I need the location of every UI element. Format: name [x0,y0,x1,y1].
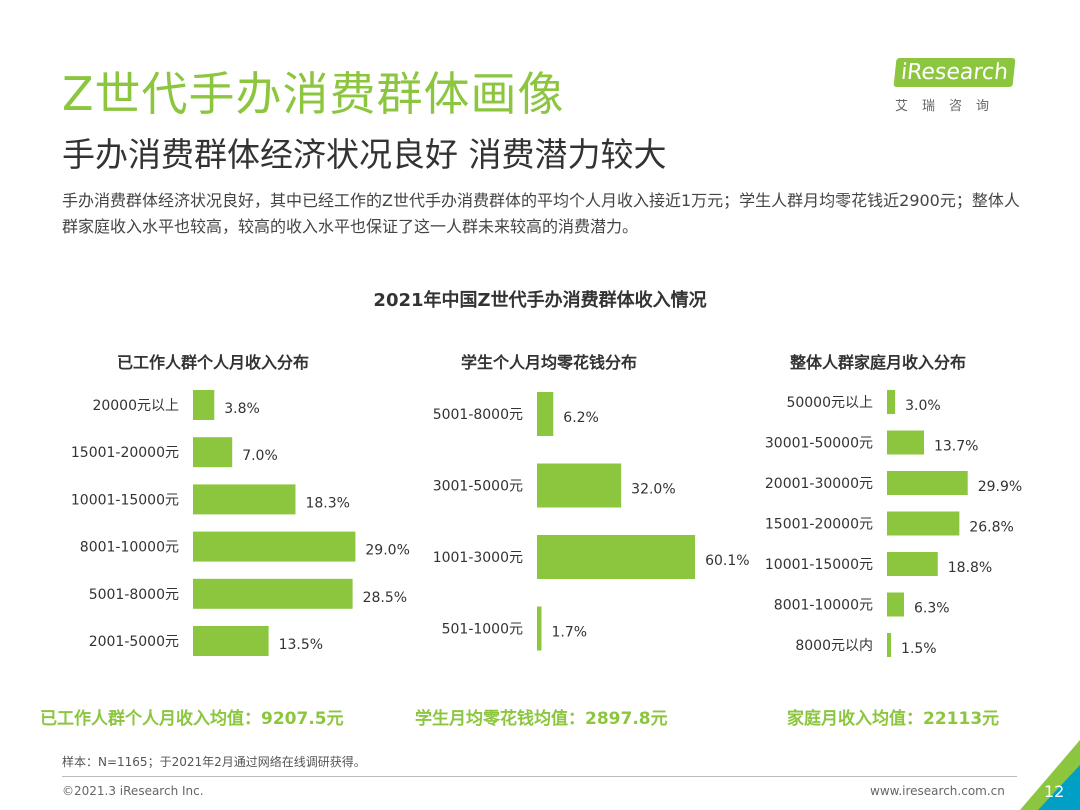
page-description: 手办消费群体经济状况良好，其中已经工作的Z世代手办消费群体的平均个人月收入接近1… [62,191,1020,236]
chart-2-bar [537,535,696,579]
chart-title: 2021年中国Z世代手办消费群体收入情况 [373,290,707,311]
chart-1-title: 已工作人群个人月收入分布 [117,353,309,372]
page-subtitle: 手办消费群体经济状况良好 消费潜力较大 [62,135,667,174]
chart-1-category-label: 10001-15000元 [71,492,179,508]
avg-family-income: 家庭月收入均值：22113元 [787,709,1000,729]
income-charts: 已工作人群个人月收入分布 20000元以上 3.8% 15001-20000元 7.0%… [71,353,1022,657]
chart-1-bar [193,390,215,420]
avg-working-income: 已工作人群个人月收入均值：9207.5元 [40,709,344,729]
chart-3-bar [887,471,968,495]
logo-brand: iResearch [893,58,1016,87]
chart-3-bar [887,633,892,657]
chart-3-category-label: 8000元以内 [795,638,873,654]
chart-1-bar [193,531,356,562]
chart-3-bar [887,430,924,455]
avg-student-allowance: 学生月均零花钱均值：2897.8元 [415,709,668,729]
copyright: ©2021.3 iResearch Inc. [62,784,204,798]
iresearch-logo: iResearch 艾瑞咨询 [893,58,1025,114]
chart-3-bar [887,390,896,414]
chart-3-value-label: 3.0% [905,398,941,414]
chart-1-category-label: 15001-20000元 [71,445,179,461]
chart-1-value-label: 13.5% [279,637,323,653]
website-url: www.iresearch.com.cn [870,784,1005,798]
chart-1-value-label: 18.3% [305,495,349,511]
page-title: Z世代手办消费群体画像 [62,67,565,121]
chart-3-value-label: 13.7% [934,439,978,455]
chart-1-bar [193,484,296,515]
chart-1-bar [193,626,269,656]
chart-3-value-label: 18.8% [948,560,992,576]
chart-3-category-label: 8001-10000元 [774,598,873,614]
chart-2-value-label: 1.7% [551,625,587,641]
chart-2-bar [537,606,542,651]
chart-3-bar [887,511,960,536]
page-number: 12 [1044,782,1065,801]
chart-3-bar [887,592,905,617]
chart-3-category-label: 15001-20000元 [765,517,873,533]
chart-2-bar [537,463,622,508]
chart-2-value-label: 32.0% [631,482,675,498]
chart-2-bar [537,392,554,436]
footer-divider [62,776,1017,777]
chart-1-value-label: 3.8% [224,401,260,417]
chart-3-title: 整体人群家庭月收入分布 [789,353,966,372]
logo-subtitle: 艾瑞咨询 [895,99,1004,114]
chart-1-value-label: 29.0% [365,543,409,559]
chart-2-category-label: 5001-8000元 [433,407,523,423]
chart-1-bar [193,437,233,468]
chart-2-category-label: 501-1000元 [442,622,523,638]
chart-3-value-label: 6.3% [914,601,950,617]
chart-1-bar [193,578,353,609]
chart-1-category-label: 5001-8000元 [89,587,179,603]
chart-3-category-label: 10001-15000元 [765,557,873,573]
chart-1-category-label: 2001-5000元 [89,634,179,650]
page-corner-decoration [1020,740,1080,810]
sample-note: 样本：N=1165；于2021年2月通过网络在线调研获得。 [62,755,366,769]
chart-2-category-label: 1001-3000元 [433,550,523,566]
chart-3-value-label: 29.9% [978,479,1022,495]
chart-3-bar [887,552,938,576]
chart-2-value-label: 60.1% [705,553,749,569]
chart-2-category-label: 3001-5000元 [433,479,523,495]
chart-1-value-label: 28.5% [363,590,407,606]
chart-1-category-label: 20000元以上 [92,398,179,414]
chart-2-value-label: 6.2% [563,410,599,426]
chart-3-value-label: 26.8% [969,520,1013,536]
chart-3-category-label: 30001-50000元 [765,436,873,452]
chart-1-value-label: 7.0% [242,448,278,464]
chart-3-value-label: 1.5% [901,641,937,657]
chart-2-title: 学生个人月均零花钱分布 [461,353,637,372]
chart-3-category-label: 20001-30000元 [765,476,873,492]
chart-1-category-label: 8001-10000元 [80,540,179,556]
chart-3-category-label: 50000元以上 [786,395,873,411]
